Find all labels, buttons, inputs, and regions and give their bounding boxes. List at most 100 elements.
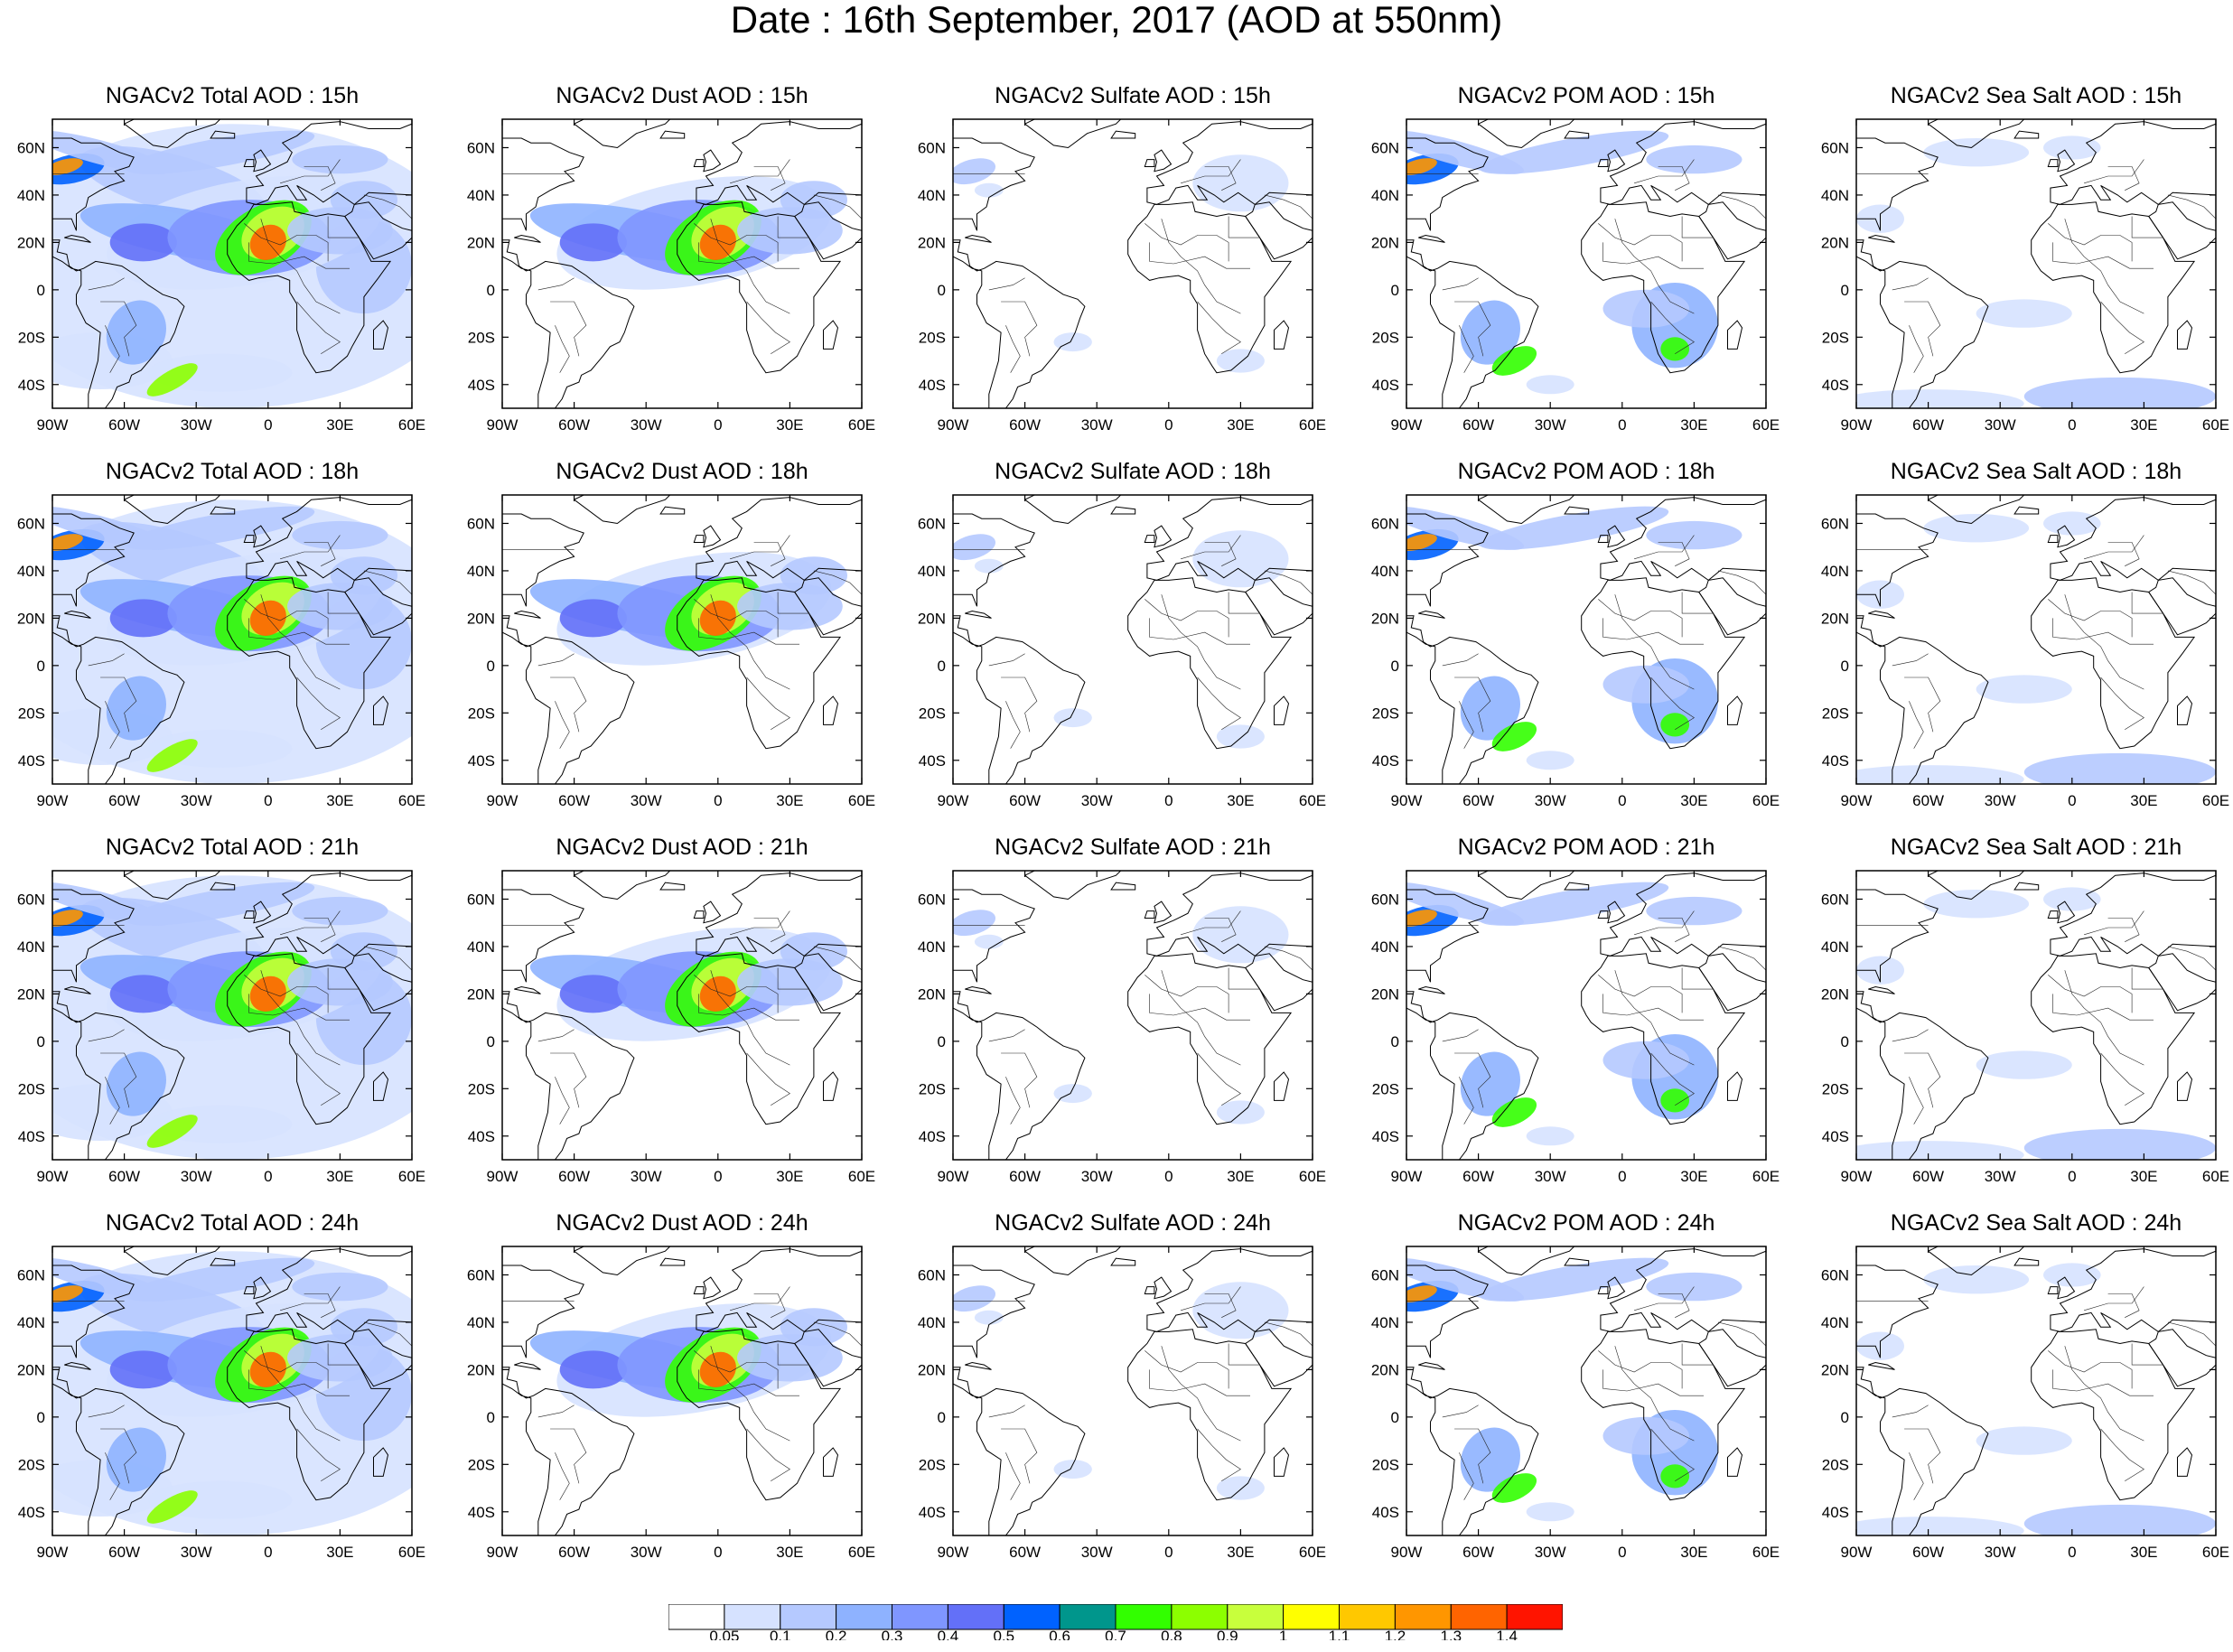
coastline (243, 535, 255, 543)
country-border (537, 1029, 575, 1042)
lon-tick-label: 0 (714, 1544, 722, 1561)
lon-tick-label: 60E (1299, 416, 1326, 434)
aod-plume (780, 556, 847, 595)
country-border (88, 1405, 125, 1418)
lon-tick-label: 60E (2202, 1544, 2229, 1561)
country-border (1681, 592, 1714, 614)
country-border (777, 592, 809, 614)
panel-title: NGACv2 POM AOD : 18h (1457, 459, 1715, 484)
country-border (1005, 1077, 1021, 1125)
coastline (1564, 506, 1590, 515)
coastline (1698, 201, 1766, 260)
aod-plume (1053, 1084, 1092, 1104)
country-border (2131, 592, 2163, 614)
country-border (1145, 975, 1229, 1013)
country-border (2052, 1369, 2154, 1396)
country-border (1909, 325, 1924, 373)
country-border (1264, 1321, 1313, 1347)
colorbar-label: 1.4 (1496, 1628, 1518, 1640)
coastline (2047, 535, 2059, 543)
colorbar-label: 0.5 (993, 1628, 1014, 1640)
lon-tick-label: 90W (487, 416, 519, 434)
aod-plume (1053, 1460, 1092, 1479)
map-frame (501, 118, 863, 409)
lon-tick-label: 90W (1391, 1544, 1423, 1561)
aod-plume (106, 1051, 166, 1116)
aod-plume (974, 182, 1004, 198)
coastline (227, 201, 392, 374)
aod-plume (330, 932, 397, 971)
country-border (730, 159, 790, 184)
coastline (210, 882, 236, 891)
map-frame (501, 870, 863, 1161)
coastline (1274, 695, 1290, 725)
lon-tick-label: 30W (1081, 1544, 1113, 1561)
lon-tick-label: 90W (37, 1544, 69, 1561)
aod-map: 90W 60W 30W 0 30E 60E 60N 40N 20N 0 20S 40S (467, 494, 875, 809)
aod-plume (559, 975, 627, 1013)
country-border (2131, 216, 2163, 238)
lon-tick-label: 30E (776, 1544, 803, 1561)
map-frame (51, 118, 413, 409)
country-border (2107, 918, 2140, 942)
country-border (1442, 277, 1479, 291)
aod-plume (1646, 520, 1742, 550)
aod-plume (1216, 349, 1265, 373)
country-border (813, 570, 862, 595)
lat-tick-label: 20S (18, 329, 45, 346)
coastline (677, 577, 842, 750)
country-border (1197, 301, 1241, 354)
aod-plume (1526, 751, 1574, 770)
lon-tick-label: 60E (398, 1168, 425, 1185)
lon-tick-label: 0 (264, 1168, 272, 1185)
aod-plume (1856, 389, 2024, 408)
coastline (1698, 953, 1766, 1012)
lat-tick-label: 0 (1841, 282, 1849, 299)
colorbar-swatch (1506, 1604, 1563, 1630)
coastline (1597, 1286, 1609, 1294)
aod-plume (953, 534, 996, 561)
country-border (730, 535, 790, 560)
country-border (2084, 1286, 2144, 1311)
lon-tick-label: 60E (1752, 416, 1780, 434)
lat-tick-label: 60N (918, 139, 946, 156)
country-border (550, 677, 587, 733)
coastline (2031, 953, 2196, 1125)
country-border (1197, 1052, 1241, 1106)
country-border (777, 216, 809, 238)
coastline (1406, 137, 1489, 231)
country-border (555, 1452, 570, 1500)
country-border (694, 975, 779, 1013)
map-panel: NGACv2 Total AOD : 24h 90W 60W 30W 0 30E 60E 60… (17, 1210, 425, 1561)
coastline (227, 1329, 392, 1501)
lat-tick-label: 60N (1821, 1266, 1849, 1283)
lon-tick-label: 90W (938, 416, 969, 434)
lon-tick-label: 90W (1841, 1168, 1873, 1185)
country-border (698, 618, 799, 645)
lon-tick-label: 30W (181, 1168, 212, 1185)
lon-tick-label: 30E (1227, 792, 1254, 809)
colorbar-swatch (1450, 1604, 1508, 1630)
coastline (1581, 201, 1746, 374)
coastline (2013, 130, 2040, 139)
coastline (1154, 1276, 1173, 1300)
lat-tick-label: 60N (467, 891, 495, 908)
aod-plume (1406, 1285, 1437, 1302)
coastline (2050, 497, 2216, 582)
lon-tick-label: 60W (108, 416, 140, 434)
country-border (1598, 1350, 1683, 1389)
coastline (1607, 901, 1626, 924)
lon-tick-label: 30E (776, 792, 803, 809)
country-border (2167, 570, 2216, 595)
coastline (1127, 953, 1293, 1125)
coastline (693, 535, 705, 543)
country-border (2107, 1293, 2140, 1318)
coastline (253, 525, 272, 548)
coastline (693, 910, 705, 919)
coastline (677, 1329, 842, 1501)
map-frame (1855, 870, 2217, 1161)
coastline (1110, 1257, 1136, 1266)
country-border (2084, 910, 2144, 936)
coastline (1600, 1248, 1766, 1333)
country-border (260, 594, 341, 690)
